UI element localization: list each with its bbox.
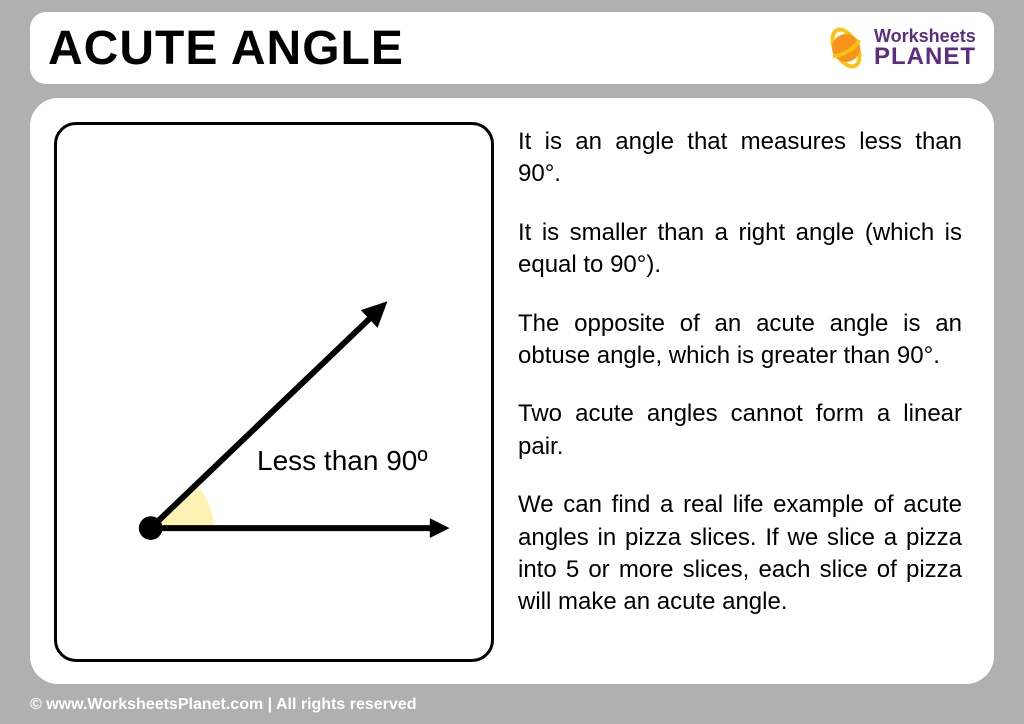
logo-line2: PLANET — [874, 45, 976, 69]
content-card: Less than 90º It is an angle that measur… — [30, 98, 994, 684]
angle-svg — [57, 125, 491, 659]
desc-p5: We can find a real life example of acute… — [518, 489, 962, 619]
logo-text: Worksheets PLANET — [874, 27, 976, 69]
desc-p4: Two acute angles cannot form a linear pa… — [518, 398, 962, 463]
desc-p2: It is smaller than a right angle (which … — [518, 217, 962, 282]
desc-p1: It is an angle that measures less than 9… — [518, 126, 962, 191]
angle-diagram: Less than 90º — [54, 122, 494, 662]
planet-icon — [824, 26, 868, 70]
description-text: It is an angle that measures less than 9… — [518, 122, 970, 660]
angle-label: Less than 90º — [257, 445, 428, 477]
header-card: ACUTE ANGLE Worksheets PLANET — [30, 12, 994, 84]
desc-p3: The opposite of an acute angle is an obt… — [518, 308, 962, 373]
brand-logo: Worksheets PLANET — [824, 26, 976, 70]
page-title: ACUTE ANGLE — [48, 21, 404, 76]
footer-copyright: © www.WorksheetsPlanet.com | All rights … — [30, 696, 416, 714]
